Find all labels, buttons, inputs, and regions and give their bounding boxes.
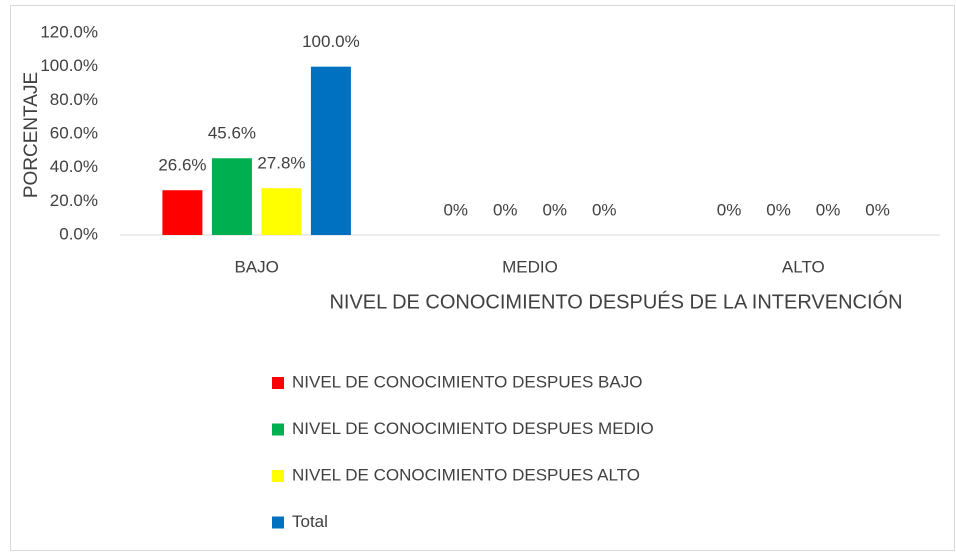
y-tick-label: 120.0% — [40, 22, 98, 41]
data-label: 45.6% — [208, 124, 256, 143]
data-label: 100.0% — [302, 32, 360, 51]
data-label: 26.6% — [158, 156, 206, 175]
data-label: 0% — [493, 200, 518, 219]
bar — [162, 190, 203, 235]
y-tick-label: 40.0% — [50, 157, 98, 176]
x-axis-label: NIVEL DE CONOCIMIENTO DESPUÉS DE LA INTE… — [329, 290, 902, 313]
bar — [261, 188, 302, 235]
y-tick-label: 20.0% — [50, 191, 98, 210]
legend-label: NIVEL DE CONOCIMIENTO DESPUES MEDIO — [292, 419, 654, 438]
legend-label: NIVEL DE CONOCIMIENTO DESPUES BAJO — [292, 372, 642, 391]
data-label: 0% — [816, 200, 841, 219]
bar — [310, 66, 351, 236]
data-label: 0% — [592, 200, 617, 219]
data-label: 0% — [865, 200, 890, 219]
y-axis-label: PORCENTAJE — [21, 72, 42, 198]
data-label: 0% — [766, 200, 791, 219]
data-label: 0% — [542, 200, 567, 219]
x-tick-label: BAJO — [234, 257, 278, 276]
legend-label: NIVEL DE CONOCIMIENTO DESPUES ALTO — [292, 465, 640, 484]
data-label: 27.8% — [257, 154, 305, 173]
y-tick-label: 0.0% — [59, 224, 98, 243]
x-tick-label: MEDIO — [502, 257, 558, 276]
legend-swatch — [272, 423, 284, 436]
data-label: 0% — [717, 200, 742, 219]
legend-label: Total — [292, 512, 328, 531]
legend-swatch — [272, 377, 284, 389]
y-tick-label: 60.0% — [50, 123, 98, 142]
y-tick-label: 100.0% — [40, 56, 98, 75]
bar — [211, 158, 252, 235]
chart-border — [10, 5, 955, 551]
legend-swatch — [272, 516, 284, 529]
x-tick-label: ALTO — [782, 257, 825, 276]
data-label: 0% — [443, 200, 468, 219]
legend-swatch — [272, 470, 284, 482]
y-tick-label: 80.0% — [50, 90, 98, 109]
